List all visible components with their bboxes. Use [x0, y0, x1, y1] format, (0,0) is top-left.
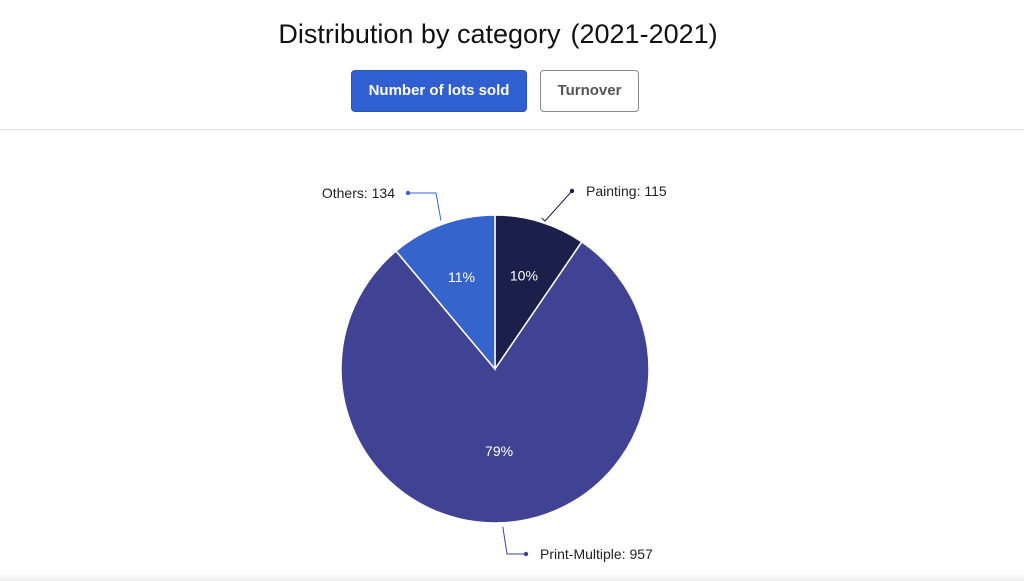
slice-callout-label: Others: 134: [322, 185, 395, 201]
pie-slice-painting[interactable]: [494, 214, 583, 372]
bottom-edge: [0, 573, 1024, 581]
slice-percent-label: 10%: [510, 267, 538, 283]
page-title: Distribution by category (2021-2021): [0, 16, 996, 52]
pie-slice-others[interactable]: [394, 214, 496, 372]
callout-dot: [569, 188, 575, 194]
tab-turnover[interactable]: Turnover: [540, 70, 639, 112]
slice-percent-label: 79%: [485, 443, 513, 459]
tab-number-of-lots-sold[interactable]: Number of lots sold: [351, 70, 527, 112]
chart-header: Distribution by category (2021-2021) Numb…: [0, 0, 1024, 130]
slice-callout-label: Print-Multiple: 957: [540, 546, 653, 562]
callout-dot: [523, 551, 529, 557]
callout-connector: [541, 190, 573, 222]
callout-connector: [502, 526, 526, 555]
callout-dot: [405, 190, 411, 196]
slice-percent-label: 11%: [448, 269, 475, 285]
title-years: (2021-2021): [570, 19, 718, 49]
pie-chart: 10% 79% 11% Painting: 115 Print-Multiple: 95…: [322, 183, 667, 562]
callout-connector: [408, 192, 442, 221]
slice-callout-label: Painting: 115: [586, 183, 667, 199]
pie-slice-print-multiple[interactable]: [340, 240, 650, 524]
title-text: Distribution by category: [278, 19, 561, 49]
